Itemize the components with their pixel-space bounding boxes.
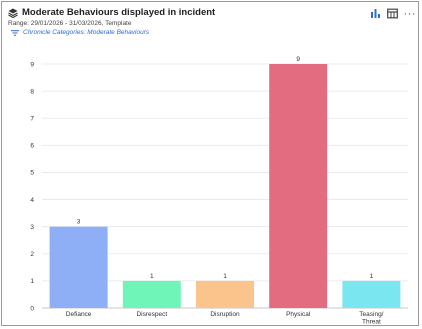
title-row: Moderate Behaviours displayed in inciden… <box>8 6 412 19</box>
x-tick-label: Disrespect <box>136 311 167 318</box>
bar-teasing-threat <box>342 280 401 308</box>
data-label: 1 <box>370 273 374 280</box>
chart-header: Moderate Behaviours displayed in inciden… <box>8 6 412 42</box>
more-options-button[interactable]: ··· <box>403 7 416 20</box>
bar-disrespect <box>122 280 181 308</box>
x-tick-label: Physical <box>286 311 311 318</box>
layers-icon <box>8 8 18 18</box>
bar-physical <box>269 64 328 308</box>
bar-chart-icon[interactable] <box>370 8 381 19</box>
y-tick-label: 3 <box>30 224 34 231</box>
y-tick-label: 8 <box>30 88 34 95</box>
x-tick-label: Disruption <box>210 311 240 318</box>
table-icon[interactable] <box>386 8 398 19</box>
data-label: 1 <box>150 273 154 280</box>
y-tick-label: 6 <box>30 143 34 150</box>
chart-toolbar: ··· <box>370 8 417 19</box>
chart-card: Moderate Behaviours displayed in inciden… <box>1 1 419 326</box>
filter-icon <box>11 29 19 36</box>
data-label: 1 <box>223 273 227 280</box>
y-tick-label: 4 <box>30 197 34 204</box>
y-tick-label: 0 <box>30 305 34 312</box>
filter-label[interactable]: Chronicle Categories: Moderate Behaviour… <box>23 29 150 36</box>
x-tick-label: Teasing/Threat <box>359 311 383 324</box>
bar-disruption <box>196 280 254 308</box>
data-label: 3 <box>77 219 81 226</box>
chart-title: Moderate Behaviours displayed in inciden… <box>22 7 216 18</box>
y-tick-label: 7 <box>30 116 34 123</box>
date-range: Range: 29/01/2026 - 31/03/2026, Template <box>8 20 132 27</box>
bar-defiance <box>49 226 108 308</box>
y-tick-label: 9 <box>30 61 34 68</box>
filter-row[interactable]: Chronicle Categories: Moderate Behaviour… <box>8 29 412 36</box>
x-tick-label: Defiance <box>66 311 92 318</box>
bar-chart: 0 1 2 3 4 5 6 7 8 9 3 Defiance 1 Disrespect 1 Disruptio… <box>30 56 408 324</box>
y-tick-label: 1 <box>30 278 34 285</box>
y-tick-label: 2 <box>30 251 34 258</box>
data-label: 9 <box>296 56 300 63</box>
y-tick-label: 5 <box>30 170 34 177</box>
